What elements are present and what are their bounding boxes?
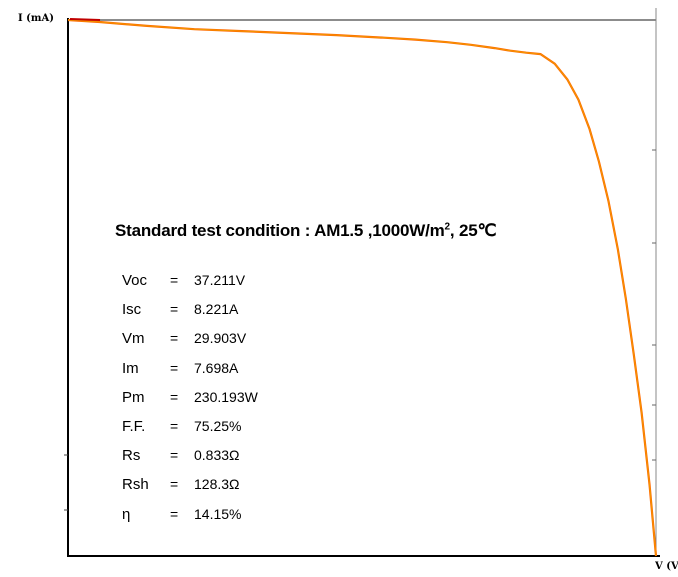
parameter-name: Rsh — [122, 476, 149, 494]
parameter-equals: = — [170, 505, 179, 522]
parameter-equals: = — [170, 418, 179, 434]
test-condition-annotation: Standard test condition : AM1.5 ,1000W/m… — [115, 221, 497, 240]
parameter-equals: = — [170, 476, 179, 493]
parameter-equals: = — [170, 388, 179, 405]
y-axis-label: I (mA) — [18, 13, 54, 24]
parameter-equals: = — [170, 330, 179, 347]
parameter-value: 37.211V — [194, 272, 246, 288]
parameter-value: 8.221A — [194, 301, 239, 318]
parameter-value: 230.193W — [194, 388, 258, 405]
iv-curve-highlight — [67, 19, 657, 557]
parameter-name: F.F. — [122, 418, 146, 435]
parameter-value: 0.833Ω — [194, 447, 240, 464]
parameter-value: 75.25% — [194, 418, 242, 434]
parameter-name: Voc — [122, 272, 148, 289]
parameter-equals: = — [170, 272, 179, 288]
parameter-value: 29.903V — [194, 330, 247, 347]
parameter-name: Pm — [122, 388, 145, 406]
parameter-name: Im — [122, 359, 139, 377]
parameter-name: Isc — [122, 301, 142, 319]
parameter-equals: = — [170, 301, 179, 318]
iv-curve-line — [67, 18, 658, 557]
curve-start-marker — [69, 18, 101, 21]
x-axis-label: V (V) — [655, 561, 678, 572]
parameter-name: η — [122, 505, 131, 523]
parameter-equals: = — [170, 359, 179, 376]
parameter-value: 7.698A — [194, 359, 239, 376]
axis-ticks — [64, 149, 656, 511]
parameter-value: 128.3Ω — [194, 476, 240, 493]
parameter-equals: = — [170, 447, 179, 464]
parameter-name: Rs — [122, 447, 141, 465]
parameter-name: Vm — [122, 330, 145, 348]
parameter-value: 14.15% — [194, 505, 242, 522]
